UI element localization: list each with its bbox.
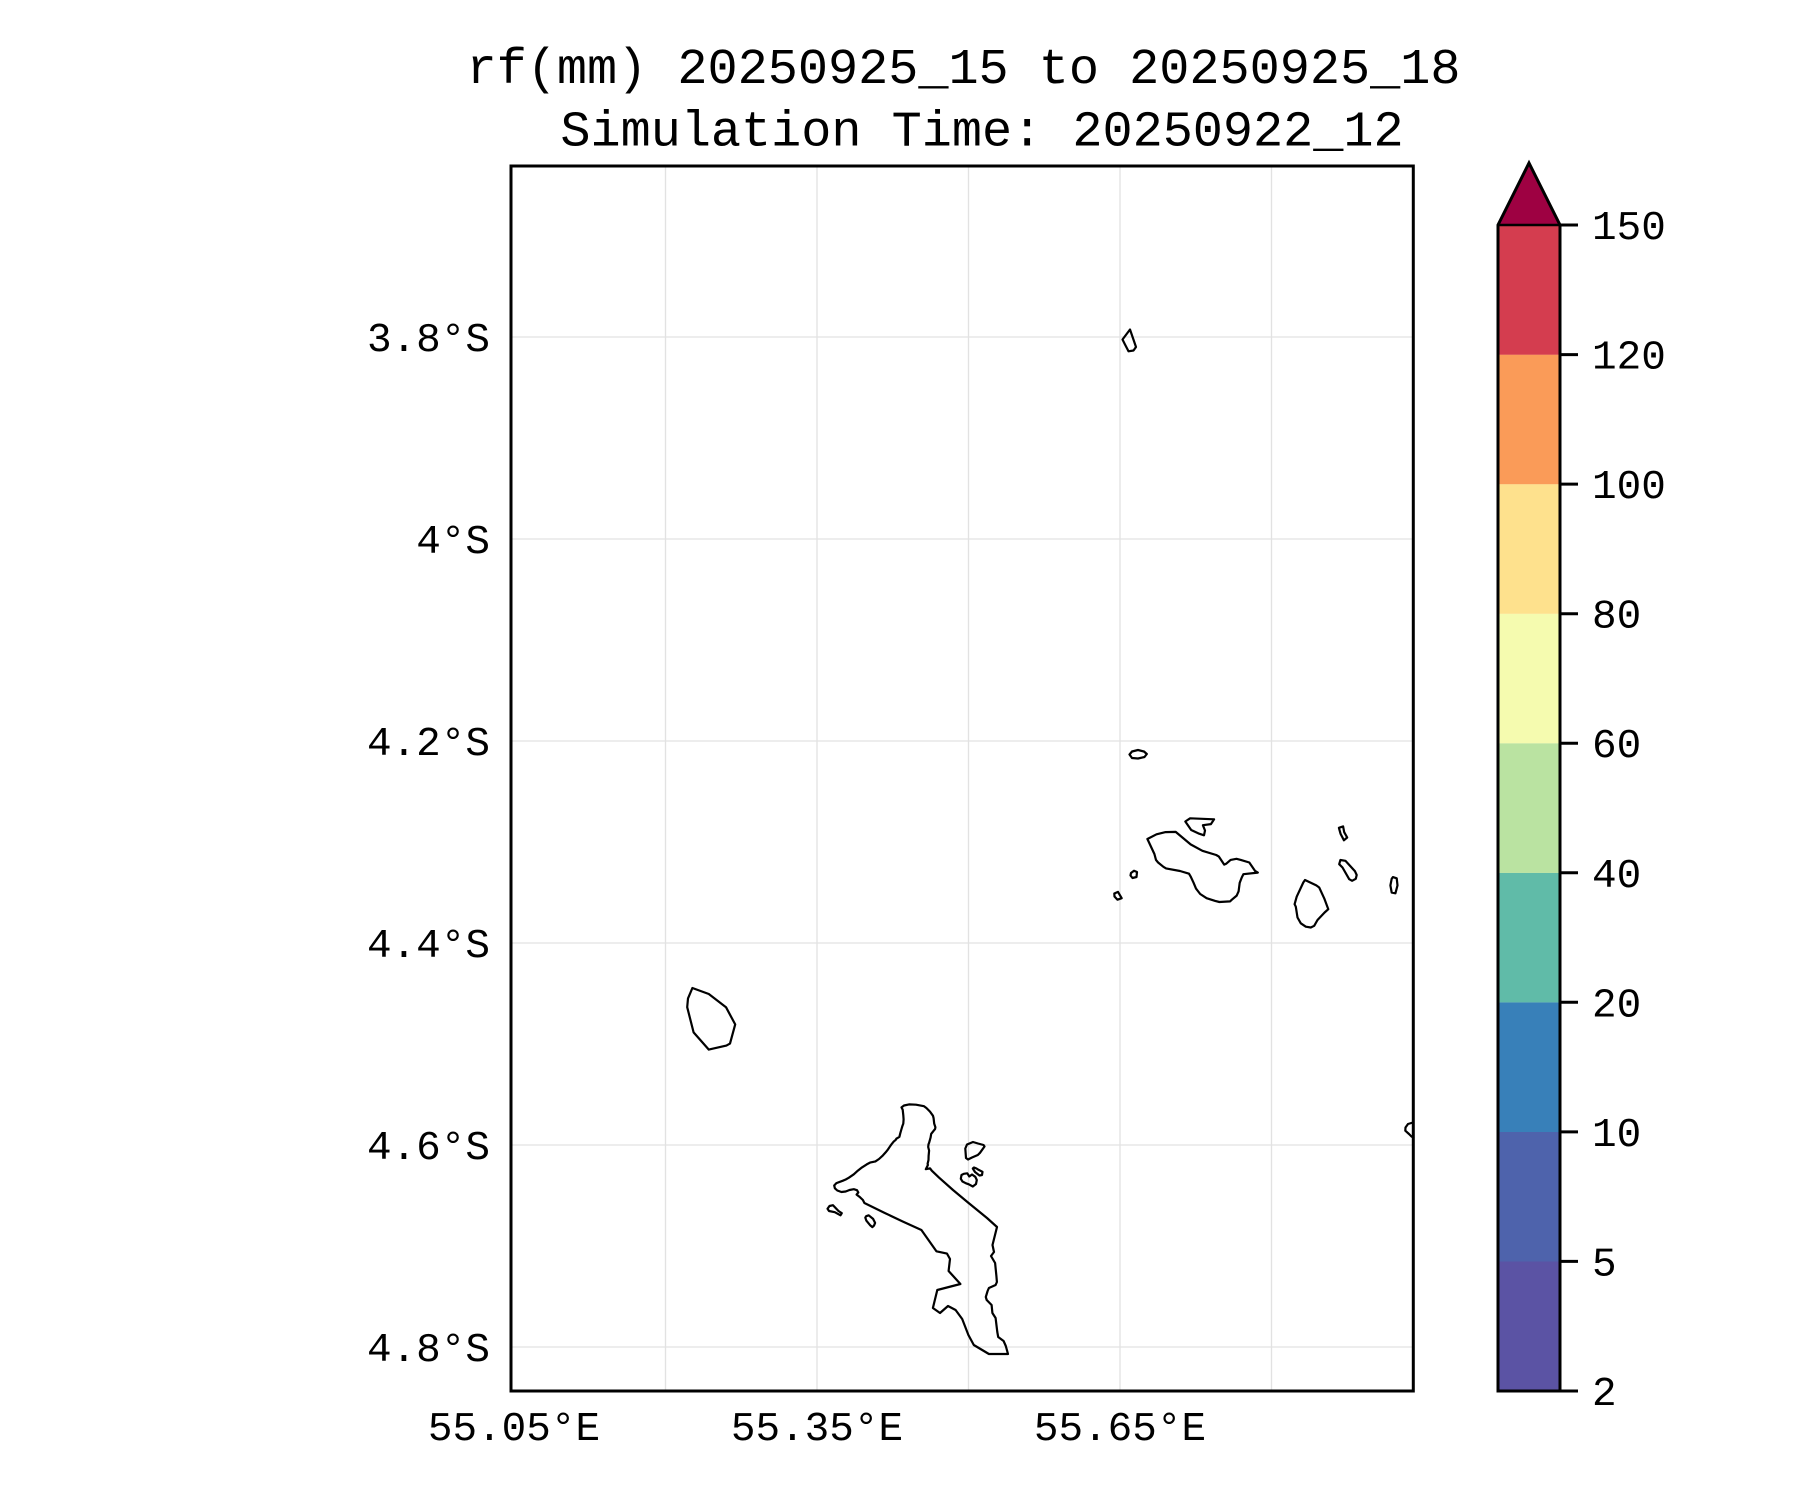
svg-text:4°S: 4°S (416, 520, 490, 566)
svg-text:100: 100 (1592, 465, 1666, 511)
svg-text:55.35°E: 55.35°E (731, 1407, 903, 1453)
svg-text:5: 5 (1592, 1242, 1617, 1288)
svg-text:4.2°S: 4.2°S (367, 722, 490, 768)
svg-text:55.05°E: 55.05°E (428, 1407, 600, 1453)
svg-text:4.4°S: 4.4°S (367, 924, 490, 970)
svg-text:150: 150 (1592, 206, 1666, 252)
svg-text:4.8°S: 4.8°S (367, 1328, 490, 1374)
svg-text:55.65°E: 55.65°E (1034, 1407, 1206, 1453)
svg-text:40: 40 (1592, 854, 1641, 900)
svg-text:3.8°S: 3.8°S (367, 318, 490, 364)
svg-text:20: 20 (1592, 983, 1641, 1029)
svg-text:rf(mm) 20250925_15 to 20250925: rf(mm) 20250925_15 to 20250925_18 (467, 42, 1461, 99)
svg-text:60: 60 (1592, 724, 1641, 770)
svg-text:2: 2 (1592, 1372, 1617, 1418)
svg-text:Simulation Time: 20250922_12: Simulation Time: 20250922_12 (560, 105, 1403, 162)
svg-text:10: 10 (1592, 1113, 1641, 1159)
svg-text:120: 120 (1592, 336, 1666, 382)
svg-text:80: 80 (1592, 595, 1641, 641)
svg-text:4.6°S: 4.6°S (367, 1126, 490, 1172)
